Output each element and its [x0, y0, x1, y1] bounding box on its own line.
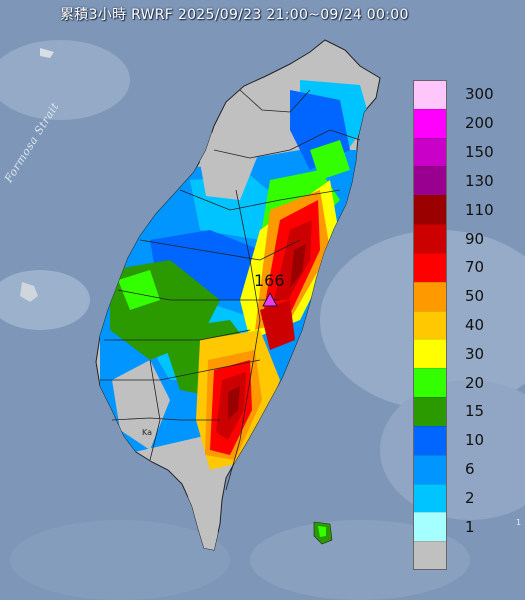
- legend-swatch: [413, 397, 447, 426]
- legend-label: 200: [465, 114, 494, 133]
- place-label-kaohsiung-fragment: Ka: [142, 428, 153, 437]
- legend-swatch: [413, 512, 447, 542]
- legend-frame: [413, 80, 447, 570]
- legend-swatch: [413, 310, 447, 340]
- legend-swatch: [413, 195, 447, 225]
- legend-swatch: [413, 166, 447, 196]
- legend-label: 6: [465, 460, 475, 479]
- legend-label: 2: [465, 488, 475, 507]
- legend-swatch: [413, 454, 447, 484]
- map-title: 累積3小時 RWRF 2025/09/23 21:00~09/24 00:00: [60, 7, 409, 23]
- legend-label: 50: [465, 287, 485, 306]
- legend-swatch: [413, 252, 447, 282]
- legend-swatch: [413, 137, 447, 167]
- legend-label: 130: [465, 171, 494, 190]
- peak-value-label: 166: [254, 271, 285, 290]
- legend-label: 300: [465, 85, 494, 104]
- legend-label: 20: [465, 373, 485, 392]
- legend-swatch: [413, 483, 447, 513]
- legend-swatch: [413, 425, 447, 455]
- county-boundaries: [100, 89, 361, 491]
- legend-swatch: [413, 108, 447, 138]
- legend-label: 1: [465, 517, 475, 536]
- legend-swatch: [413, 281, 447, 311]
- legend-label: 70: [465, 258, 485, 277]
- legend-label: 30: [465, 344, 485, 363]
- legend-label: 110: [465, 200, 494, 219]
- triangle-marker-icon: [262, 291, 278, 307]
- legend-swatch: [413, 541, 447, 570]
- legend-label: 15: [465, 402, 485, 421]
- legend-swatch: [413, 224, 447, 253]
- legend-swatch: [413, 368, 447, 398]
- legend-label: 150: [465, 143, 494, 162]
- color-legend: 300 200 150 130 110 90 70 50 40 30 20 15 10 6 2 1: [413, 80, 519, 570]
- legend-label: 10: [465, 431, 485, 450]
- legend-label: 90: [465, 229, 485, 248]
- legend-label: 40: [465, 316, 485, 334]
- place-label-edge-fragment: 1: [516, 518, 522, 527]
- legend-swatch: [413, 339, 447, 369]
